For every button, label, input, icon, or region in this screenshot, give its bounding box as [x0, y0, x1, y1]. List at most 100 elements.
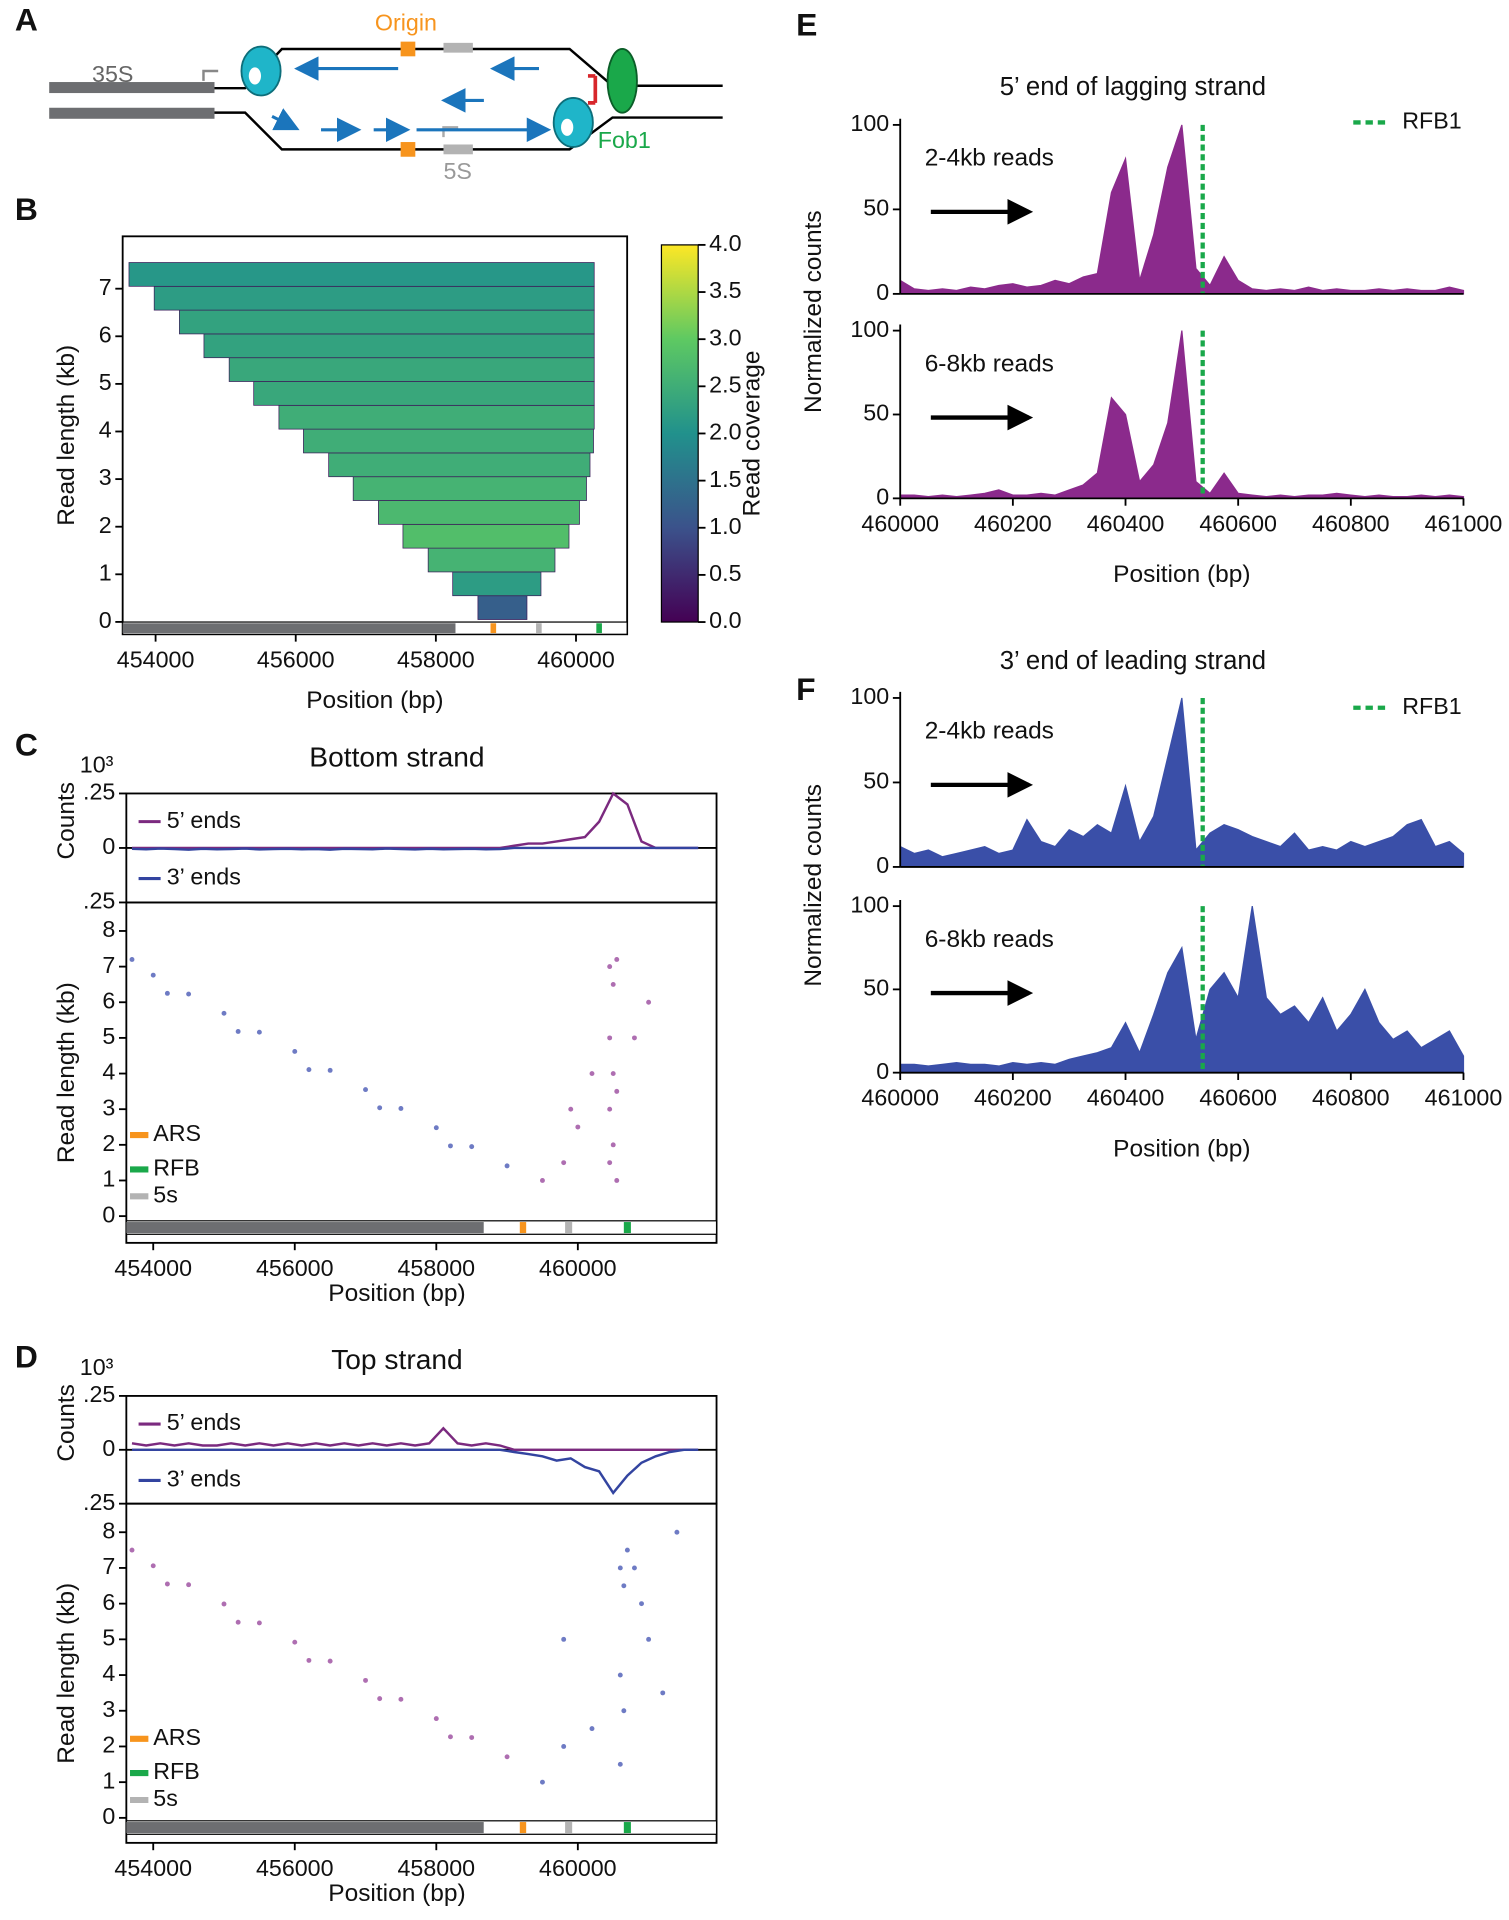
feature — [126, 1222, 484, 1234]
count-tick-label: .25 — [83, 779, 115, 805]
count-scale: 10³ — [80, 1354, 114, 1380]
colorbar-tick-label: 2.5 — [709, 371, 741, 397]
subplot-label: 2-4kb reads — [925, 145, 1054, 172]
signal-area — [899, 330, 1465, 499]
x-axis-label: Position (bp) — [306, 687, 443, 714]
heatmap-row — [179, 309, 595, 335]
read-point — [292, 1048, 298, 1054]
read-point — [674, 1529, 680, 1535]
count-tick-label: .25 — [83, 1489, 115, 1515]
feature — [596, 623, 602, 634]
read-point — [377, 1105, 383, 1111]
y-tick-label: 7 — [102, 952, 115, 978]
read-point — [504, 1754, 510, 1760]
y-tick-label: 100 — [850, 110, 889, 136]
read-point — [186, 1582, 192, 1588]
promoter-arrow — [442, 126, 459, 138]
helicase-hole — [561, 118, 574, 136]
y-tick-label: 0 — [876, 279, 889, 305]
feature — [519, 1222, 527, 1234]
chart-title: 5’ end of lagging strand — [1000, 73, 1266, 101]
read-point — [363, 1677, 368, 1683]
subplot-label: 2-4kb reads — [925, 718, 1054, 745]
x-tick-label: 460400 — [1087, 1085, 1165, 1111]
fork-arrows — [271, 56, 552, 143]
colorbar-tick-label: 2.0 — [709, 419, 741, 445]
feature — [122, 623, 456, 634]
panel-letter: C — [15, 726, 38, 762]
x-tick-label: 458000 — [397, 646, 475, 672]
colorbar — [660, 244, 699, 623]
promoter-arrow — [202, 69, 219, 81]
y-tick-label: 5 — [102, 1023, 115, 1049]
read-point — [256, 1620, 262, 1626]
colorbar-tick-label: 4.0 — [709, 230, 741, 256]
x-tick-label: 454000 — [114, 1855, 192, 1881]
legend-label: 3’ ends — [167, 864, 241, 890]
y-tick-label: 6 — [102, 987, 115, 1013]
feature — [565, 1222, 573, 1234]
helicase — [552, 97, 594, 148]
read-point — [504, 1163, 510, 1169]
x-axis-label: Position (bp) — [1113, 561, 1250, 588]
read-point — [150, 972, 156, 978]
read-point — [589, 1071, 595, 1076]
read-point — [610, 981, 616, 987]
read-point — [561, 1160, 567, 1166]
read-point — [448, 1143, 453, 1149]
read-point — [306, 1067, 312, 1073]
read-point — [607, 964, 613, 970]
y-tick-label: 1 — [102, 1166, 115, 1192]
read-point — [235, 1029, 241, 1034]
y-tick-label: 2 — [99, 512, 112, 538]
read-point — [469, 1735, 475, 1740]
chart-title: 3’ end of leading strand — [1000, 647, 1266, 675]
read-point — [398, 1106, 404, 1111]
y-tick-label: 3 — [99, 464, 112, 490]
x-tick-label: 456000 — [256, 1255, 334, 1281]
x-tick-label: 460800 — [1312, 510, 1390, 536]
feature — [490, 623, 497, 634]
x-tick-label: 460200 — [974, 1085, 1052, 1111]
read-point — [256, 1029, 262, 1035]
feature — [623, 1822, 631, 1834]
signal-area — [899, 697, 1465, 868]
y-tick-label: 6 — [99, 321, 112, 347]
y-tick-label: 4 — [102, 1660, 115, 1686]
x-tick-label: 456000 — [256, 1855, 334, 1881]
heatmap-row — [378, 500, 580, 525]
y-tick-label: 8 — [102, 916, 115, 942]
x-tick-label: 458000 — [398, 1255, 476, 1281]
colorbar-tick-label: 0.5 — [709, 560, 741, 586]
x-tick-label: 460600 — [1199, 510, 1277, 536]
y-tick-label: 0 — [99, 607, 112, 633]
read-point — [540, 1779, 545, 1785]
colorbar-tick-label: 0.0 — [709, 607, 741, 633]
read-point — [607, 1035, 613, 1041]
legend-label: ARS — [153, 1120, 201, 1146]
legend-label: 5s — [153, 1785, 178, 1811]
legend-label: RFB1 — [1402, 108, 1461, 134]
scatter-frame — [125, 901, 718, 1244]
y-tick-label: 100 — [850, 891, 889, 917]
read-point — [292, 1639, 298, 1645]
signal-area — [899, 906, 1465, 1074]
y-tick-label: 50 — [863, 975, 889, 1001]
read-point — [610, 1142, 616, 1148]
y-tick-label: 8 — [102, 1517, 115, 1543]
legend-label: 3’ ends — [167, 1466, 241, 1492]
heatmap-row — [153, 285, 595, 311]
read-point — [607, 1160, 613, 1166]
count-tick-label: 0 — [102, 833, 115, 859]
read-point — [617, 1672, 623, 1678]
label-35s: 35S — [92, 61, 133, 87]
y-axis-label: Normalized counts — [800, 210, 827, 413]
y-tick-label: 100 — [850, 683, 889, 709]
rdna-bar — [49, 107, 215, 119]
signal-area — [899, 124, 1465, 295]
read-point — [235, 1619, 241, 1625]
x-axis-label: Position (bp) — [1113, 1135, 1250, 1162]
legend-label: RFB — [153, 1155, 200, 1181]
five-s-mark — [443, 144, 473, 155]
